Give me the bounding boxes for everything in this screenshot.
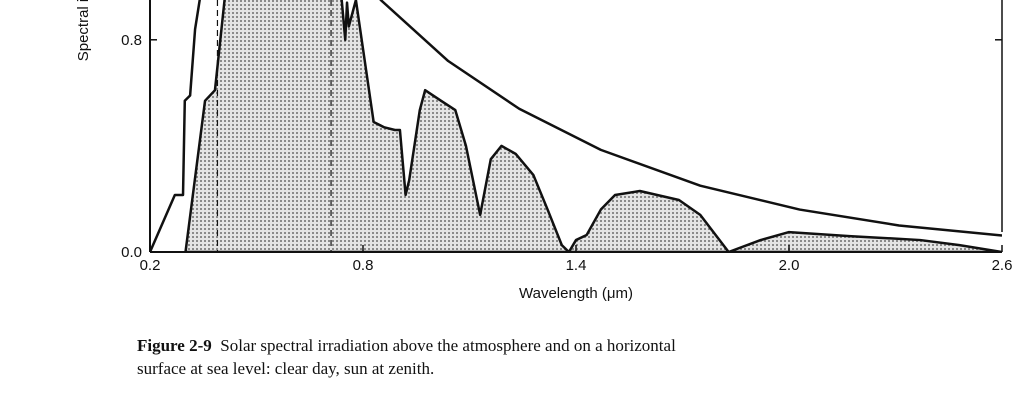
caption-label: Figure 2-9: [137, 336, 212, 355]
x-tick-label: 1.4: [566, 257, 587, 274]
caption-line: surface at sea level: clear day, sun at …: [137, 359, 435, 378]
x-tick-label: 2.0: [779, 257, 800, 274]
caption: Figure 2-9 Solar spectral irradiation ab…: [137, 334, 997, 380]
sea-level-area: [184, 0, 1002, 253]
y-axis-label: Spectral i: [75, 0, 92, 61]
x-tick-label: 0.8: [353, 257, 374, 274]
above-atmosphere-line: [150, 0, 1002, 253]
plot-area: [150, 0, 1002, 253]
chart: Spectral i Wavelength (μm) 0.2 0.8 1.4 2.0 2…: [75, 0, 1013, 302]
y-tick-label: 0.0: [121, 244, 142, 261]
caption-line: Solar spectral irradiation above the atm…: [220, 336, 676, 355]
y-tick-label: 0.8: [121, 32, 142, 49]
x-tick-label: 2.6: [992, 257, 1013, 274]
x-axis-label: Wavelength (μm): [519, 285, 633, 302]
x-tick-label: 0.2: [140, 257, 161, 274]
